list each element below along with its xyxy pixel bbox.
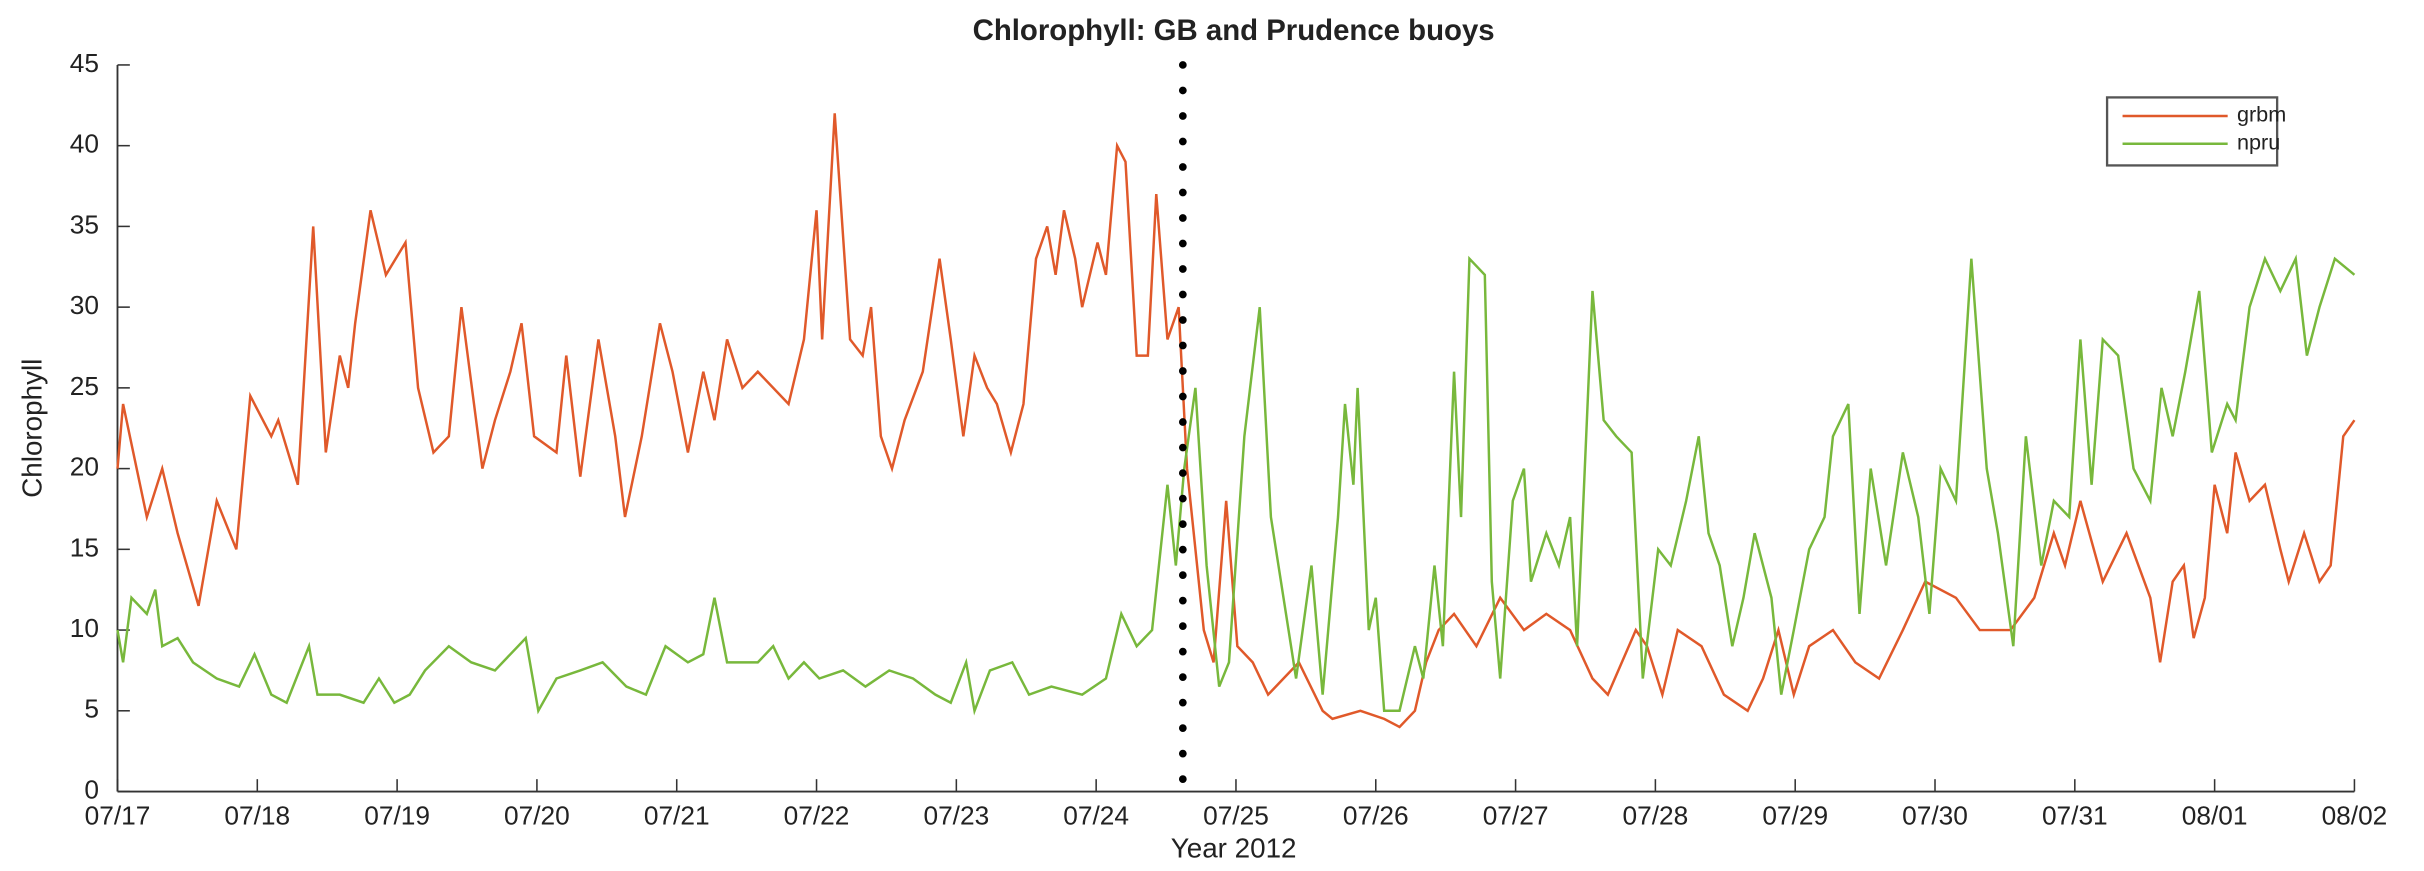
y-tick-label: 35 — [70, 209, 99, 239]
y-tick-label: 45 — [70, 48, 99, 78]
x-tick-label: 07/31 — [2042, 801, 2108, 831]
x-tick-label: 07/22 — [784, 801, 850, 831]
x-tick-label: 07/25 — [1203, 801, 1269, 831]
x-tick-label: 07/30 — [1902, 801, 1968, 831]
y-tick-label: 30 — [70, 290, 99, 320]
x-axis-label: Year 2012 — [1171, 833, 1297, 864]
y-tick-label: 40 — [70, 129, 99, 159]
legend-label: grbm — [2237, 102, 2286, 127]
x-tick-label: 07/19 — [364, 801, 430, 831]
x-tick-label: 07/21 — [644, 801, 710, 831]
legend-box — [2105, 96, 2279, 167]
y-axis-label: Chlorophyll — [16, 359, 47, 498]
y-tick-label: 5 — [84, 694, 99, 724]
y-tick-label: 15 — [70, 532, 99, 562]
x-tick-label: 08/01 — [2182, 801, 2248, 831]
y-tick-label: 10 — [70, 613, 99, 643]
legend-label: npru — [2237, 130, 2280, 155]
y-tick-label: 25 — [70, 371, 99, 401]
x-tick-label: 07/27 — [1483, 801, 1549, 831]
x-tick-label: 07/20 — [504, 801, 570, 831]
data-line — [116, 113, 2356, 729]
x-tick-label: 07/23 — [923, 801, 989, 831]
x-tick-label: 07/29 — [1762, 801, 1828, 831]
x-tick-label: 07/17 — [85, 801, 151, 831]
x-tick-label: 07/18 — [224, 801, 290, 831]
chart-title: Chlorophyll: GB and Prudence buoys — [973, 14, 1495, 47]
y-tick-label: 20 — [70, 452, 99, 482]
x-tick-label: 08/02 — [2322, 801, 2388, 831]
x-tick-label: 07/26 — [1343, 801, 1409, 831]
y-tick-label: 0 — [84, 774, 99, 804]
x-tick-label: 07/24 — [1063, 801, 1129, 831]
x-tick-label: 07/28 — [1623, 801, 1689, 831]
data-line — [116, 254, 2356, 716]
